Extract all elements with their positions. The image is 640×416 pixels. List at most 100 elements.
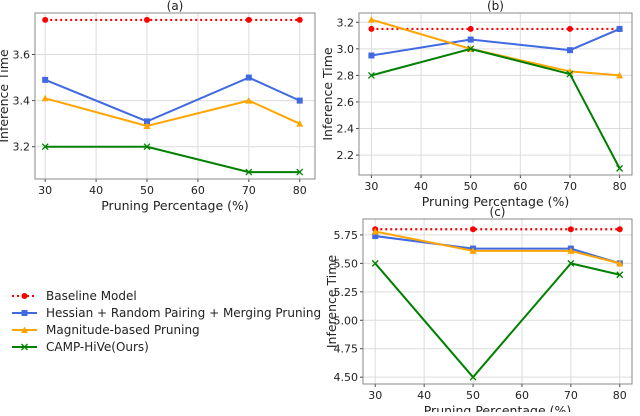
series-line-hessian (375, 235, 621, 265)
legend-label-baseline: Baseline Model (46, 289, 137, 303)
x-tick-label: 40 (89, 184, 103, 197)
x-axis-label: Pruning Percentage (%) (424, 403, 572, 412)
series-line-hessian (44, 76, 301, 123)
x-tick-label: 30 (38, 184, 52, 197)
legend-label-camp-hive: CAMP-HiVe(Ours) (46, 340, 149, 354)
data-point-hessian (296, 97, 303, 104)
axes-frame (358, 12, 633, 176)
data-point-camp-hive (566, 70, 574, 78)
data-point-magnitude (469, 247, 477, 254)
x-axis-label: Pruning Percentage (%) (101, 198, 249, 213)
legend: Baseline Model Hessian + Random Pairing … (12, 289, 321, 354)
series-line-magnitude (375, 230, 621, 265)
x-tick-label: 50 (464, 180, 478, 193)
axes-frame (362, 218, 633, 385)
series-line-hessian (371, 28, 620, 57)
series-baseline (42, 16, 303, 23)
x-tick-label: 60 (513, 180, 527, 193)
subplot-a: 30 40 50 60 70 80 3.2 3.4 3.6 (a) Pruning Percenta… (0, 0, 316, 213)
y-tick-label: 3.0 (337, 43, 355, 56)
legend-label-magnitude: Magnitude-based Pruning (46, 323, 200, 337)
y-tick-label: 3.2 (337, 16, 355, 29)
subplot-c: 30 40 50 60 70 80 4.50 4.75 5.00 5.25 5.50 5.75 (c) P… (324, 205, 633, 416)
y-axis-label: Inference Time (320, 47, 335, 141)
data-point-camp-hive (371, 259, 379, 267)
data-point-magnitude (371, 228, 379, 235)
series-magnitude (367, 16, 624, 79)
series-baseline (372, 226, 623, 233)
series-camp-hive (41, 143, 304, 176)
y-axis-label: Inference Time (0, 49, 11, 143)
series-magnitude (371, 228, 624, 267)
data-point-magnitude (367, 16, 375, 23)
data-point-baseline (245, 16, 252, 23)
y-tick-label: 4.50 (334, 371, 359, 384)
data-point-magnitude (143, 122, 151, 129)
y-tick-label: 5.25 (334, 286, 359, 299)
data-point-hessian (144, 118, 150, 125)
x-tick-label: 30 (368, 389, 382, 402)
data-point-baseline (566, 25, 573, 32)
data-point-magnitude (616, 71, 624, 79)
x-tick-label: 50 (466, 389, 480, 402)
x-axis-label: Pruning Percentage (%) (422, 194, 570, 209)
subplot-title: (b) (487, 0, 504, 13)
series-line-camp-hive (374, 262, 620, 379)
data-point-camp-hive (467, 45, 475, 53)
series-hessian (368, 25, 623, 59)
legend-marker-baseline (21, 293, 28, 299)
data-point-magnitude (41, 94, 49, 102)
series-magnitude (41, 94, 304, 129)
data-point-camp-hive (367, 71, 375, 79)
x-tick-label: 30 (364, 180, 378, 193)
legend-marker-hessian (21, 310, 28, 316)
data-point-camp-hive (143, 143, 151, 151)
data-point-hessian (42, 76, 49, 83)
y-tick-label: 2.6 (337, 96, 355, 109)
y-tick-label: 5.75 (334, 229, 359, 242)
x-tick-label: 40 (417, 389, 431, 402)
legend-label-hessian: Hessian + Random Pairing + Merging Pruni… (46, 306, 321, 320)
x-tick-label: 40 (414, 180, 428, 193)
x-tick-label: 80 (613, 389, 627, 402)
x-tick-label: 70 (563, 180, 577, 193)
series-line-magnitude (44, 97, 301, 128)
subplot-title: (a) (167, 0, 184, 13)
data-point-magnitude (296, 120, 304, 127)
y-tick-label: 3.4 (13, 95, 31, 108)
y-tick-label: 2.2 (337, 149, 355, 162)
data-point-baseline (368, 25, 375, 32)
y-tick-label: 2.4 (337, 123, 355, 136)
data-point-hessian (372, 233, 379, 240)
data-point-baseline (616, 226, 623, 233)
subplot-title: (c) (490, 205, 506, 219)
data-point-hessian (467, 36, 474, 43)
y-tick-label: 4.75 (334, 343, 359, 356)
data-point-hessian (566, 47, 573, 54)
data-point-magnitude (616, 259, 624, 267)
data-point-magnitude (567, 247, 575, 254)
data-point-magnitude (245, 97, 253, 104)
series-line-camp-hive (45, 145, 300, 174)
series-line-camp-hive (371, 47, 621, 169)
subplot-b: 30 40 50 60 70 80 2.2 2.4 2.6 2.8 3.0 3.2 (b) Pruning… (320, 0, 633, 209)
x-tick-label: 60 (515, 389, 529, 402)
series-hessian (42, 74, 303, 125)
y-tick-label: 2.8 (337, 69, 355, 82)
y-axis-label: Inference Time (324, 255, 339, 349)
data-point-baseline (42, 16, 49, 23)
y-tick-label: 5.50 (334, 257, 359, 270)
data-point-camp-hive (616, 164, 624, 172)
data-point-hessian (616, 25, 623, 32)
data-point-hessian (245, 74, 252, 81)
data-point-baseline (144, 16, 150, 23)
data-point-camp-hive (296, 168, 304, 176)
data-point-baseline (567, 226, 574, 233)
series-camp-hive (371, 259, 624, 381)
data-point-baseline (470, 226, 477, 233)
x-tick-label: 50 (140, 184, 154, 197)
data-point-baseline (467, 25, 474, 32)
data-point-camp-hive (469, 373, 477, 381)
legend-marker-magnitude (21, 326, 28, 333)
axes-frame (34, 12, 316, 180)
